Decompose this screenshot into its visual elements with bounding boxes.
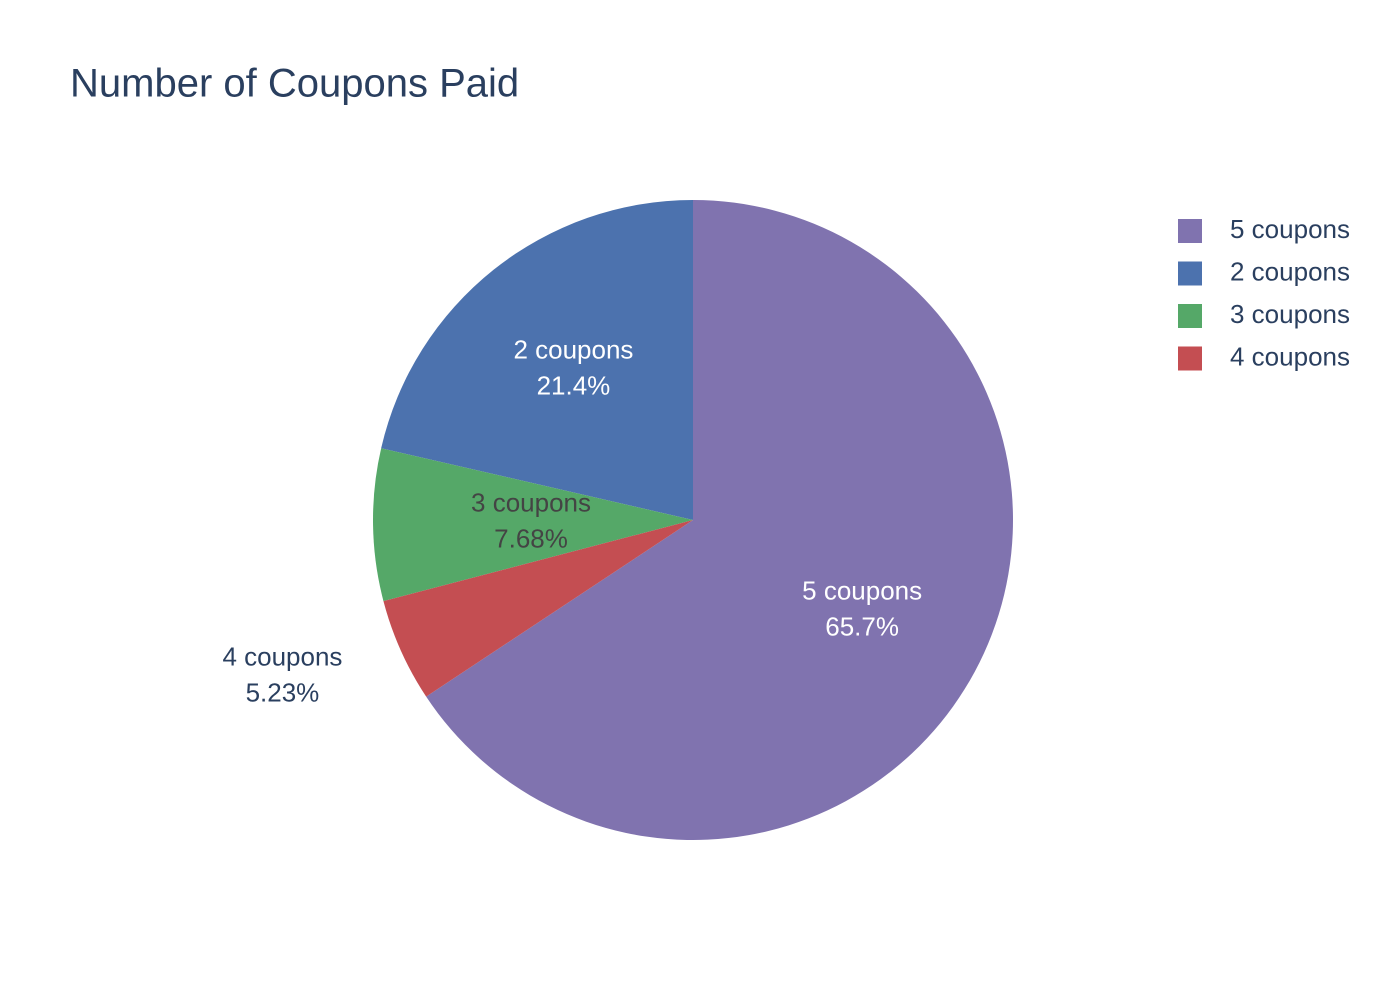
chart-title: Number of Coupons Paid (70, 62, 519, 106)
legend-swatch (1178, 261, 1202, 286)
legend-swatch (1178, 219, 1202, 243)
slice-label: 2 coupons (513, 335, 633, 365)
slice-label: 5 coupons (802, 576, 922, 606)
slice-label: 4 coupons (222, 642, 342, 672)
pie-slice (381, 200, 693, 520)
pie-slice (426, 200, 1013, 840)
slice-percent: 7.68% (494, 524, 568, 554)
slice-percent: 65.7% (825, 612, 899, 642)
legend-label: 4 coupons (1230, 341, 1350, 371)
pie-slice (383, 520, 693, 697)
legend-swatch (1178, 304, 1202, 328)
slice-percent: 5.23% (246, 678, 320, 708)
slice-percent: 21.4% (537, 371, 611, 401)
legend-label: 5 coupons (1230, 214, 1350, 244)
slice-label: 3 coupons (471, 488, 591, 518)
legend-swatch (1178, 346, 1202, 371)
legend-label: 2 coupons (1230, 256, 1350, 286)
pie-slice (373, 448, 693, 602)
legend-label: 3 coupons (1230, 299, 1350, 329)
